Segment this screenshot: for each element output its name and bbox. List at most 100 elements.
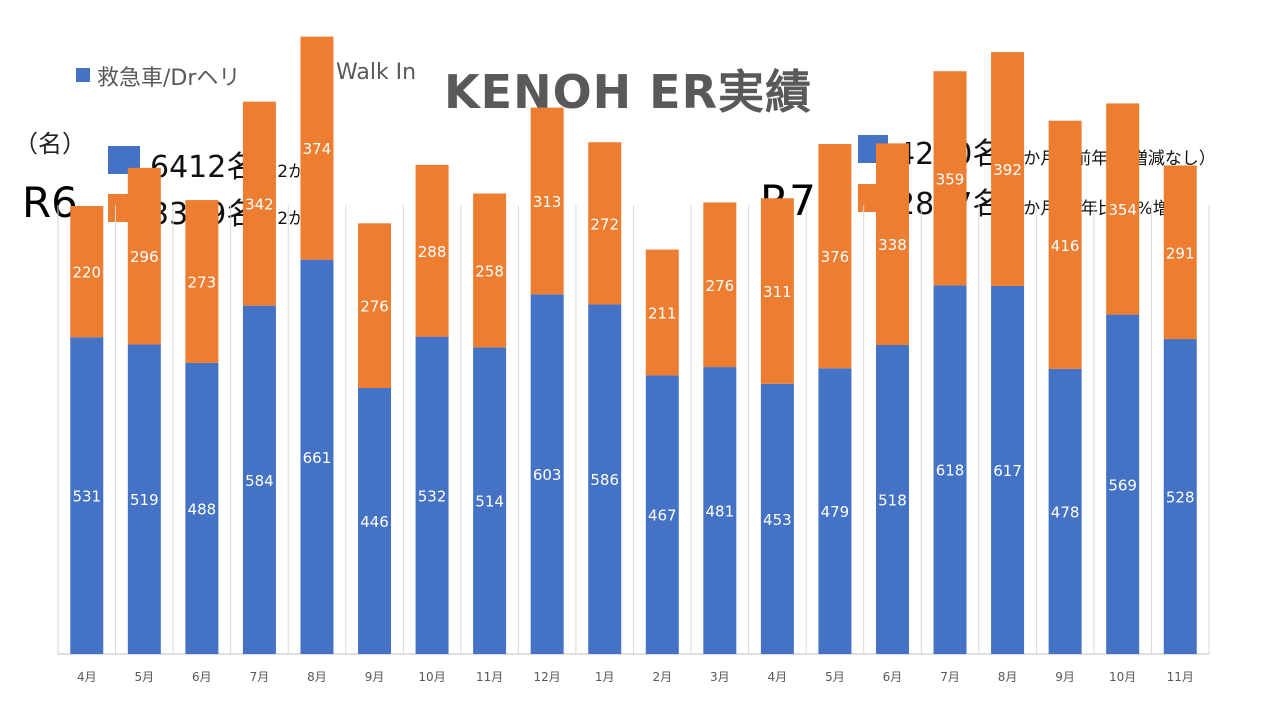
bar-segment-ambulance	[588, 304, 622, 654]
bar-segment-walkin	[300, 36, 334, 260]
x-tick-label: 10月	[1109, 670, 1136, 684]
data-label: 258	[475, 262, 504, 280]
bar-segment-walkin	[70, 206, 104, 338]
bar-segment-ambulance	[300, 259, 334, 654]
bar-segment-walkin	[358, 223, 392, 388]
x-tick-label: 6月	[883, 670, 903, 684]
data-label: 220	[72, 264, 101, 282]
data-label: 338	[878, 236, 907, 254]
data-label: 518	[878, 492, 907, 510]
bar-segment-ambulance	[818, 368, 852, 654]
bar-segment-ambulance	[185, 362, 219, 654]
bar-segment-walkin	[1106, 103, 1140, 315]
bar-segment-walkin	[933, 71, 967, 286]
r6-label: R6	[22, 178, 78, 227]
data-label: 488	[188, 500, 217, 518]
legend-swatch-ambulance	[76, 68, 90, 82]
x-tick-label: 11月	[1167, 670, 1194, 684]
legend-label-walkin: Walk In	[336, 60, 417, 85]
bar-segment-ambulance	[645, 375, 679, 654]
x-tick-label: 11月	[476, 670, 503, 684]
bar-segment-ambulance	[1048, 368, 1082, 654]
bar-segment-walkin	[760, 198, 794, 384]
bar-segment-ambulance	[530, 294, 564, 654]
bar-segment-ambulance	[70, 337, 104, 654]
bar-segment-ambulance	[415, 336, 449, 654]
bar-segment-walkin	[645, 249, 679, 376]
data-label: 618	[936, 462, 965, 480]
data-label: 481	[706, 503, 735, 521]
data-label: 376	[821, 248, 850, 266]
data-label: 584	[245, 472, 274, 490]
data-label: 478	[1051, 503, 1080, 521]
data-label: 291	[1166, 244, 1195, 262]
bar-segment-walkin	[991, 52, 1025, 286]
bar-segment-ambulance	[473, 347, 507, 654]
bar-segment-walkin	[818, 143, 852, 369]
data-label: 296	[130, 248, 159, 266]
data-label: 272	[590, 215, 619, 233]
bar-segment-ambulance	[991, 285, 1025, 654]
chart-title: KENOH ER実績	[444, 65, 813, 119]
x-tick-label: 8月	[307, 670, 327, 684]
data-label: 569	[1108, 476, 1137, 494]
bar-segment-ambulance	[933, 285, 967, 654]
data-label: 519	[130, 491, 159, 509]
data-label: 342	[245, 196, 274, 214]
x-tick-label: 7月	[940, 670, 960, 684]
data-label: 276	[360, 298, 389, 316]
data-label: 531	[72, 488, 101, 506]
x-tick-label: 9月	[365, 670, 385, 684]
data-label: 603	[533, 466, 562, 484]
bar-segment-walkin	[875, 143, 909, 346]
bar-segment-walkin	[703, 202, 737, 368]
data-label: 313	[533, 193, 562, 211]
bar-segment-walkin	[1163, 165, 1197, 340]
bar-segment-ambulance	[358, 387, 392, 654]
data-label: 661	[303, 449, 332, 467]
x-tick-label: 12月	[534, 670, 561, 684]
data-label: 311	[763, 283, 792, 301]
x-tick-label: 1月	[595, 670, 615, 684]
x-tick-label: 4月	[77, 670, 97, 684]
data-label: 276	[706, 277, 735, 295]
data-label: 453	[763, 511, 792, 529]
data-label: 479	[821, 503, 850, 521]
x-tick-label: 5月	[825, 670, 845, 684]
x-tick-label: 2月	[652, 670, 672, 684]
data-label: 467	[648, 507, 677, 525]
bar-segment-walkin	[530, 107, 564, 295]
bar-segment-walkin	[1048, 120, 1082, 369]
legend-label-ambulance: 救急車/Drヘリ	[97, 66, 241, 91]
x-tick-label: 6月	[192, 670, 212, 684]
x-tick-label: 3月	[710, 670, 730, 684]
x-tick-label: 7月	[250, 670, 270, 684]
bar-segment-ambulance	[760, 383, 794, 654]
bar-segment-walkin	[415, 164, 449, 337]
data-label: 514	[475, 493, 504, 511]
data-label: 446	[360, 513, 389, 531]
bar-segment-ambulance	[1163, 339, 1197, 654]
data-label: 211	[648, 305, 677, 323]
x-tick-label: 8月	[998, 670, 1018, 684]
data-label: 528	[1166, 489, 1195, 507]
data-label: 532	[418, 487, 447, 505]
data-label: 354	[1108, 201, 1137, 219]
bar-segment-walkin	[473, 193, 507, 348]
data-label: 586	[590, 471, 619, 489]
data-label: 359	[936, 170, 965, 188]
data-label: 617	[993, 462, 1022, 480]
bar-segment-ambulance	[875, 345, 909, 654]
bar-segment-ambulance	[703, 367, 737, 654]
bar-segment-ambulance	[1106, 314, 1140, 654]
data-label: 416	[1051, 237, 1080, 255]
x-tick-label: 9月	[1055, 670, 1075, 684]
data-label: 288	[418, 243, 447, 261]
data-label: 392	[993, 161, 1022, 179]
bar-segment-walkin	[242, 101, 276, 306]
x-tick-label: 5月	[135, 670, 155, 684]
bar-segment-walkin	[185, 200, 219, 363]
bar-segment-ambulance	[242, 305, 276, 654]
data-label: 374	[303, 140, 332, 158]
